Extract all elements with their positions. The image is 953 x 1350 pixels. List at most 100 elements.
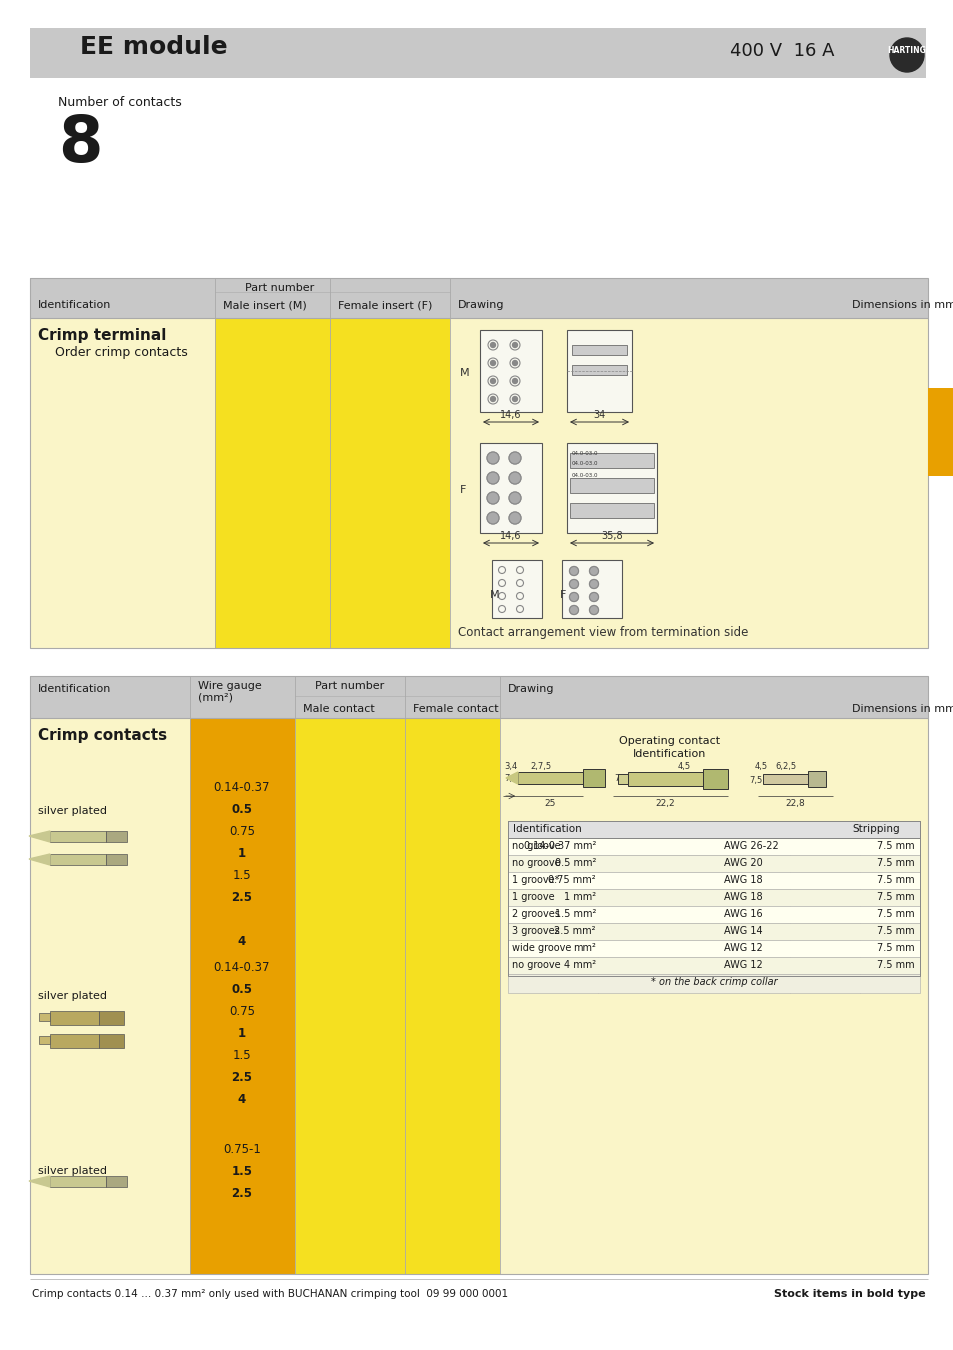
Text: Drawing: Drawing xyxy=(457,300,504,310)
Bar xyxy=(507,872,919,890)
Text: 7.5 mm: 7.5 mm xyxy=(877,892,914,902)
Circle shape xyxy=(490,360,495,366)
Bar xyxy=(99,1011,124,1025)
Bar xyxy=(566,443,657,533)
Text: 2.5 mm²: 2.5 mm² xyxy=(554,926,596,936)
Text: Part number: Part number xyxy=(315,680,384,691)
Bar xyxy=(479,443,541,533)
Text: Male insert (M): Male insert (M) xyxy=(223,300,307,310)
Text: AWG 12: AWG 12 xyxy=(723,944,762,953)
Bar xyxy=(30,676,927,1274)
Circle shape xyxy=(889,38,923,72)
Text: Female contact: Female contact xyxy=(413,703,498,714)
Bar xyxy=(39,1035,50,1044)
Bar xyxy=(214,319,330,648)
Text: 1: 1 xyxy=(237,846,246,860)
Text: 7.5 mm: 7.5 mm xyxy=(877,875,914,886)
Text: wide groove: wide groove xyxy=(512,944,571,953)
Text: 2 grooves: 2 grooves xyxy=(512,909,559,919)
Text: 2.5: 2.5 xyxy=(232,1187,253,1200)
Text: 7,5: 7,5 xyxy=(614,774,626,783)
Text: no groove: no groove xyxy=(512,859,560,868)
Text: Wire gauge: Wire gauge xyxy=(198,680,261,691)
Text: 04.0-03.0: 04.0-03.0 xyxy=(572,451,598,456)
Text: mm²: mm² xyxy=(573,944,596,953)
Bar xyxy=(618,774,627,784)
Text: 3,4: 3,4 xyxy=(503,761,517,771)
Circle shape xyxy=(589,606,598,614)
Text: 25: 25 xyxy=(544,799,555,809)
Bar xyxy=(507,940,919,957)
Text: (mm²): (mm²) xyxy=(198,693,233,703)
Text: 7,5: 7,5 xyxy=(748,776,761,784)
Text: 0.75: 0.75 xyxy=(229,1004,254,1018)
Bar xyxy=(569,478,654,493)
Text: F: F xyxy=(559,590,566,599)
Text: 4: 4 xyxy=(237,936,246,948)
Text: 4,5: 4,5 xyxy=(678,761,690,771)
Text: 7.5 mm: 7.5 mm xyxy=(877,841,914,850)
Text: 4,5: 4,5 xyxy=(754,761,767,771)
Text: 0.75 mm²: 0.75 mm² xyxy=(548,875,596,886)
Bar xyxy=(30,676,927,718)
Bar xyxy=(627,772,702,786)
Circle shape xyxy=(569,593,578,602)
Bar xyxy=(30,278,927,648)
Polygon shape xyxy=(29,1176,50,1187)
Circle shape xyxy=(512,343,517,347)
Circle shape xyxy=(512,360,517,366)
Text: AWG 16: AWG 16 xyxy=(723,909,761,919)
Text: 0.75-1: 0.75-1 xyxy=(223,1143,261,1156)
Text: 1.5: 1.5 xyxy=(232,1165,253,1179)
Text: 1.5: 1.5 xyxy=(233,1049,251,1062)
Circle shape xyxy=(486,512,498,524)
Circle shape xyxy=(490,343,495,347)
Circle shape xyxy=(569,606,578,614)
Circle shape xyxy=(589,567,598,575)
Text: 0.5: 0.5 xyxy=(232,803,253,815)
Circle shape xyxy=(589,579,598,589)
Circle shape xyxy=(509,452,520,464)
Bar xyxy=(507,890,919,906)
Text: 0.5: 0.5 xyxy=(232,983,253,996)
Text: Stripping: Stripping xyxy=(851,824,899,834)
Bar xyxy=(561,560,621,618)
Bar xyxy=(569,504,654,518)
Bar xyxy=(30,278,927,319)
Text: no groove: no groove xyxy=(512,960,560,971)
Bar xyxy=(566,329,631,412)
Text: Crimp contacts: Crimp contacts xyxy=(38,728,167,743)
Text: 22,8: 22,8 xyxy=(784,799,804,809)
Text: * on the back crimp collar: * on the back crimp collar xyxy=(650,977,777,987)
Text: 7.5 mm: 7.5 mm xyxy=(877,960,914,971)
Text: 1.5: 1.5 xyxy=(233,869,251,882)
Circle shape xyxy=(569,579,578,589)
Text: HARTING: HARTING xyxy=(886,46,925,55)
Text: AWG 14: AWG 14 xyxy=(723,926,761,936)
Text: 7.5 mm: 7.5 mm xyxy=(877,909,914,919)
Bar xyxy=(106,832,127,842)
Bar xyxy=(479,329,541,412)
Text: silver plated: silver plated xyxy=(38,1166,107,1176)
Circle shape xyxy=(569,567,578,575)
Bar xyxy=(294,718,405,1274)
Text: Number of contacts: Number of contacts xyxy=(58,96,182,109)
Bar xyxy=(507,973,919,994)
Text: 2,7,5: 2,7,5 xyxy=(530,761,551,771)
Circle shape xyxy=(490,397,495,401)
Text: Male contact: Male contact xyxy=(303,703,375,714)
Bar xyxy=(50,1011,99,1025)
Text: 04.0-03.0: 04.0-03.0 xyxy=(572,460,598,466)
Text: 1 mm²: 1 mm² xyxy=(563,892,596,902)
Text: M: M xyxy=(490,590,499,599)
Text: 0.14-0.37: 0.14-0.37 xyxy=(213,961,270,973)
Bar xyxy=(507,838,919,855)
Text: Crimp contacts 0.14 … 0.37 mm² only used with BUCHANAN crimping tool  09 99 000 : Crimp contacts 0.14 … 0.37 mm² only used… xyxy=(32,1289,508,1299)
Bar xyxy=(507,821,919,976)
Text: Identification: Identification xyxy=(38,684,112,694)
Bar xyxy=(807,771,825,787)
Text: 6,2,5: 6,2,5 xyxy=(774,761,796,771)
Text: 1: 1 xyxy=(237,1027,246,1040)
Text: no groove: no groove xyxy=(512,841,560,850)
Circle shape xyxy=(589,593,598,602)
